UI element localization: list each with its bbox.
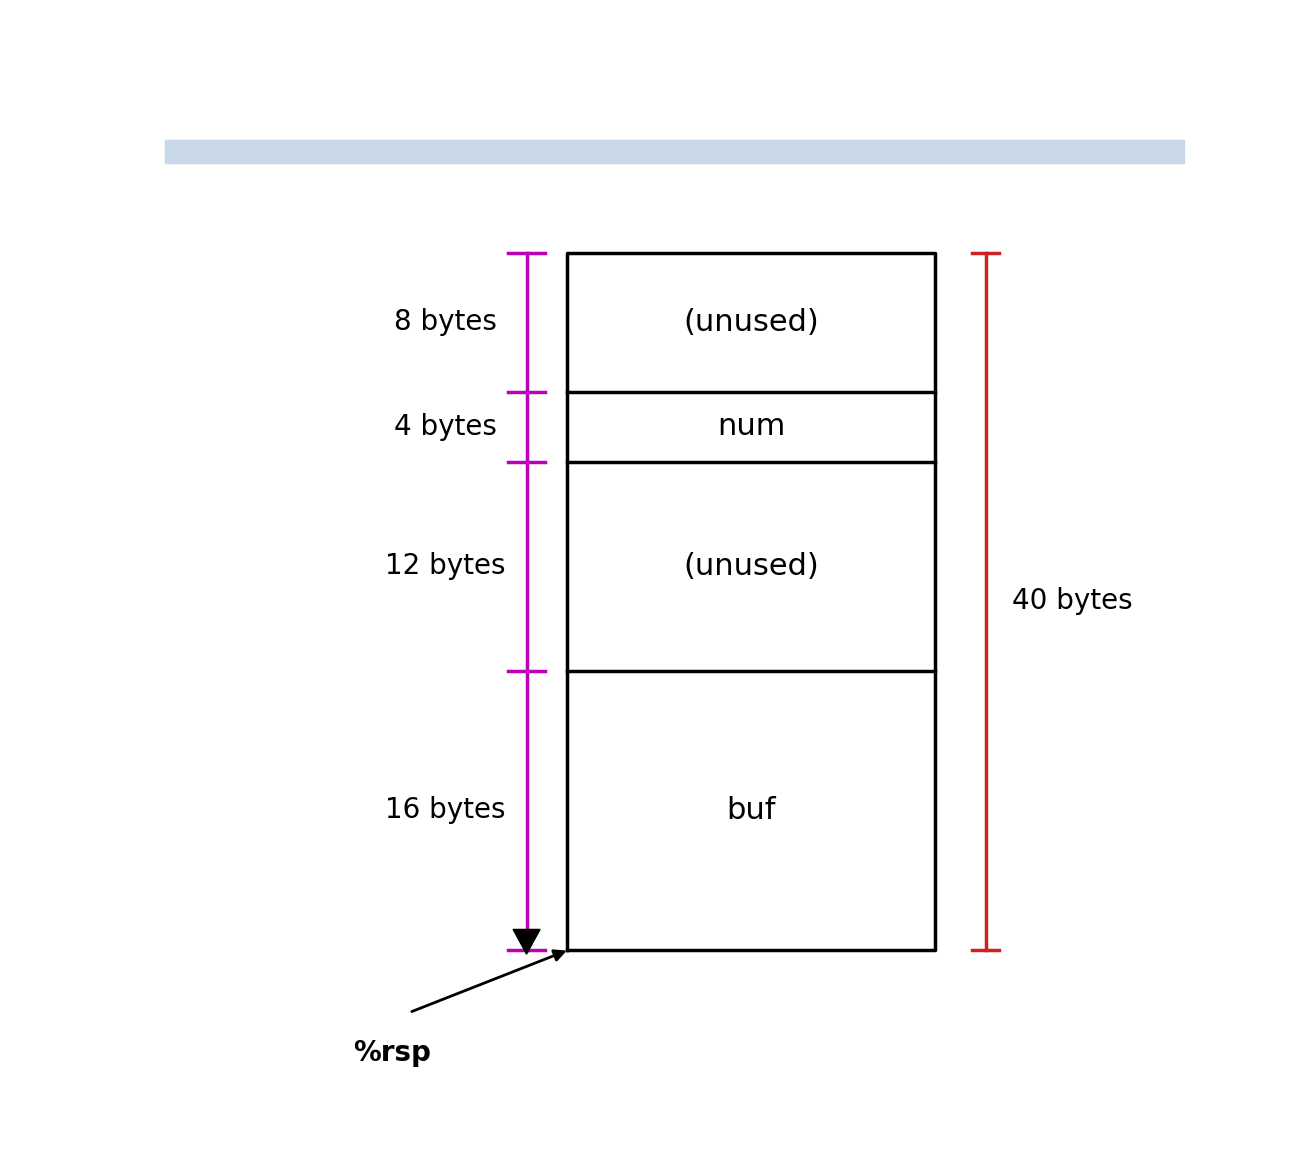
- Text: num: num: [717, 412, 786, 442]
- Bar: [164, 140, 1184, 162]
- Text: 4 bytes: 4 bytes: [393, 412, 496, 440]
- Text: (unused): (unused): [683, 308, 819, 336]
- Text: 12 bytes: 12 bytes: [384, 552, 505, 580]
- Text: %rsp: %rsp: [353, 1040, 432, 1068]
- Polygon shape: [513, 930, 540, 954]
- Text: 8 bytes: 8 bytes: [393, 308, 496, 336]
- Text: 16 bytes: 16 bytes: [384, 797, 505, 825]
- Text: 40 bytes: 40 bytes: [1012, 588, 1133, 616]
- Text: (unused): (unused): [683, 551, 819, 580]
- Text: buf: buf: [726, 795, 775, 825]
